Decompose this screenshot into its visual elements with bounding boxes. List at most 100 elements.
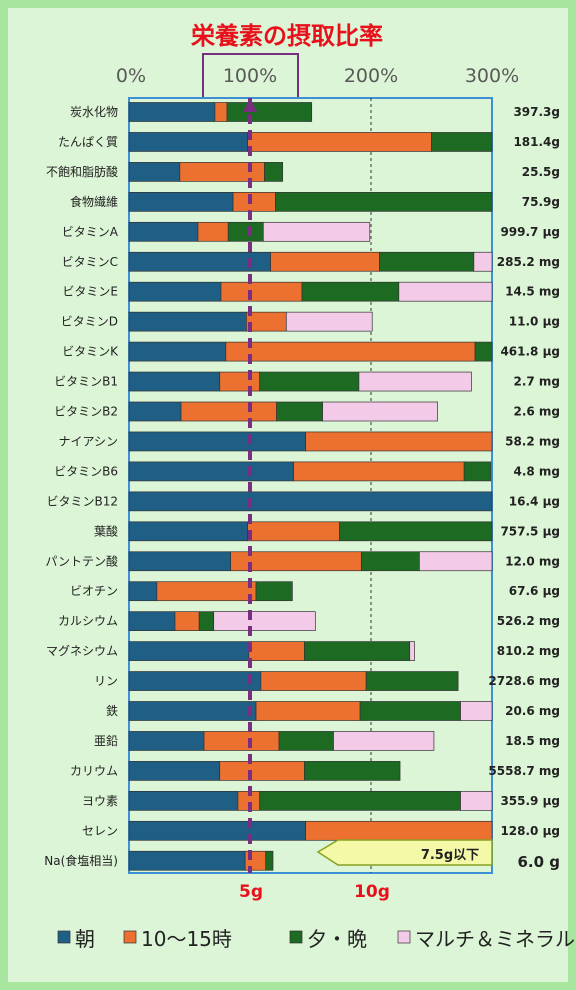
legend: 朝 10～15時 夕・晩 マルチ＆ミネラル [57,927,575,951]
amount-label: 14.5 mg [505,285,560,299]
bar-segment [128,461,294,482]
amount-label: 12.0 mg [505,554,560,568]
bar-segment [128,850,246,871]
amount-label: 18.5 mg [505,734,560,748]
amount-label: 285.2 mg [497,255,560,269]
category-label: ビタミンB2 [54,405,118,419]
bar-segment [128,731,205,751]
legend-label: 朝 [75,927,95,951]
amount-label: 75.9g [522,195,560,209]
bar-segment [247,521,340,542]
na-limit-text: 7.5g以下 [421,848,479,863]
legend-label: 夕・晩 [307,927,367,951]
legend-swatch [397,930,411,944]
bar-segment [305,820,493,841]
category-label: 食物繊維 [70,194,118,209]
amount-label: 67.6 μg [509,584,560,598]
category-label: カリウム [70,764,118,778]
bar-segment [156,581,257,602]
bar-segment [128,761,221,781]
legend-swatch [123,930,137,944]
bar-segment [262,221,371,242]
x-axis-ticks: 0% 100% 200% 300% [116,65,519,87]
bar-segment [365,671,459,691]
amount-labels: 397.3g 181.4g 25.5g 75.9g 999.7 μg 285.2 mg 14… [488,105,560,871]
bar-segment [247,132,432,152]
category-label: たんぱく質 [58,134,118,149]
bar-segment [359,701,461,721]
bar-segment [270,251,380,272]
amount-label: 5558.7 mg [488,764,560,778]
category-label: ビタミンB12 [46,494,118,508]
legend-swatch [289,930,303,944]
x-tick-label: 0% [116,65,146,87]
category-label: ビオチン [70,584,118,598]
bar-segment [379,251,475,272]
bar-segment [128,551,231,572]
bar-segment [198,611,215,632]
bar-segment [128,281,222,302]
bar-segment [276,401,323,422]
category-label: ビタミンA [62,225,119,239]
category-label: 葉酸 [94,523,118,538]
bar-segment [128,371,221,392]
category-label: マグネシウム [46,644,118,658]
bar-segment [360,551,420,572]
amount-label: 11.0 μg [509,315,560,329]
amount-label: 6.0 g [517,853,560,871]
bars-layer [128,102,493,871]
category-label: ビタミンC [62,255,118,269]
amount-label: 25.5g [522,165,560,179]
bar-segment [128,221,199,242]
x-tick-label: 300% [465,65,519,87]
bar-segment [128,132,248,152]
bar-segment [278,731,334,751]
bar-segment [259,790,461,811]
bar-segment [305,431,493,452]
bar-segment [197,221,229,242]
bar-segment [227,221,264,242]
category-label: ビタミンB6 [54,464,118,478]
bar-segment [128,192,234,212]
bar-segment [460,790,493,811]
bar-segment [128,431,307,452]
bar-segment [265,850,274,871]
bar-segment [255,701,361,721]
x-tick-label: 200% [344,65,398,87]
bar-segment [259,371,360,392]
bar-segment [264,162,284,182]
bar-segment [246,311,287,332]
bar-segment [214,102,228,122]
bar-segment [128,401,182,422]
amount-label: 2.6 mg [513,405,560,419]
category-label: ビタミンB1 [54,375,118,389]
bar-segment [275,192,493,212]
category-label: 不飽和脂肪酸 [46,164,118,179]
bar-segment [431,132,493,152]
bar-segment [219,761,305,781]
amount-label: 128.0 μg [500,824,560,838]
amount-label: 2.7 mg [513,375,560,389]
amount-label: 58.2 mg [505,434,560,448]
bar-segment [260,671,367,691]
bar-segment [128,491,493,512]
bar-segment [128,311,247,332]
legend-swatch [57,930,71,944]
bar-segment [333,731,435,751]
bar-segment [128,581,158,602]
bar-segment [128,790,239,811]
category-label: ビタミンK [62,345,119,359]
amount-label: 16.4 μg [509,494,560,508]
category-label: Na(食塩相当) [44,853,118,868]
amount-label: 4.8 mg [513,464,560,478]
bar-segment [304,641,411,661]
bar-segment [339,521,493,542]
amount-label: 810.2 mg [497,644,560,658]
amount-label: 757.5 μg [500,524,560,538]
bar-segment [460,701,493,721]
bar-segment [398,281,493,302]
bar-segment [174,611,200,632]
bar-segment [219,371,261,392]
